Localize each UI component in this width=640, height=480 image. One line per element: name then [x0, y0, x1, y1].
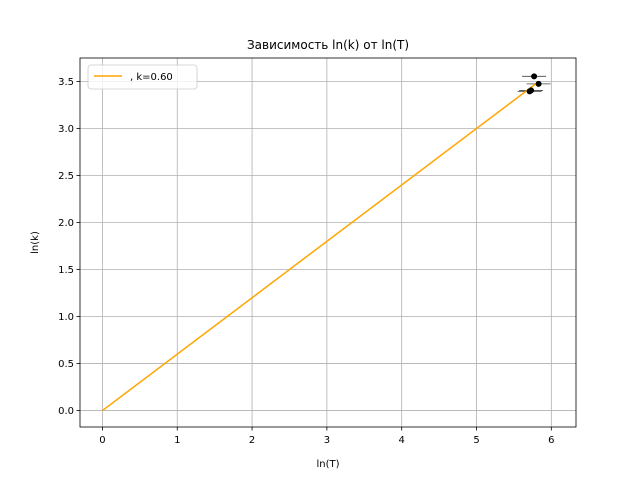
legend: , k=0.60 — [87, 64, 198, 90]
axes-frame — [79, 57, 577, 428]
x-tick-label: 3 — [324, 435, 330, 446]
fit-line — [101, 82, 537, 412]
legend-label-fit-line: , k=0.60 — [130, 72, 173, 83]
y-tick-label: 2.5 — [58, 171, 74, 182]
y-tick-label: 0.5 — [58, 359, 74, 370]
x-axis: 0 1 2 3 4 5 6 — [99, 427, 554, 446]
y-axis-label: ln(k) — [30, 231, 41, 254]
y-tick-label: 0.0 — [58, 406, 74, 417]
plot-area — [101, 73, 551, 412]
x-tick-label: 6 — [548, 435, 554, 446]
y-tick-label: 1.0 — [58, 312, 74, 323]
x-tick-label: 5 — [473, 435, 479, 446]
data-point — [531, 73, 538, 80]
x-tick-label: 4 — [399, 435, 405, 446]
data-point — [526, 88, 533, 95]
y-axis: 0.0 0.5 1.0 1.5 2.0 2.5 3.0 3.5 — [58, 77, 80, 417]
y-tick-label: 3.0 — [58, 124, 74, 135]
x-tick-label: 2 — [249, 435, 255, 446]
y-tick-label: 1.5 — [58, 265, 74, 276]
data-point — [535, 80, 542, 87]
y-tick-label: 3.5 — [58, 77, 74, 88]
x-axis-label: ln(T) — [316, 459, 339, 470]
x-tick-label: 1 — [174, 435, 180, 446]
grid — [80, 58, 576, 427]
y-tick-label: 2.0 — [58, 218, 74, 229]
x-tick-label: 0 — [99, 435, 105, 446]
chart-title: Зависимость ln(k) от ln(T) — [247, 38, 409, 52]
legend-box — [87, 64, 198, 90]
